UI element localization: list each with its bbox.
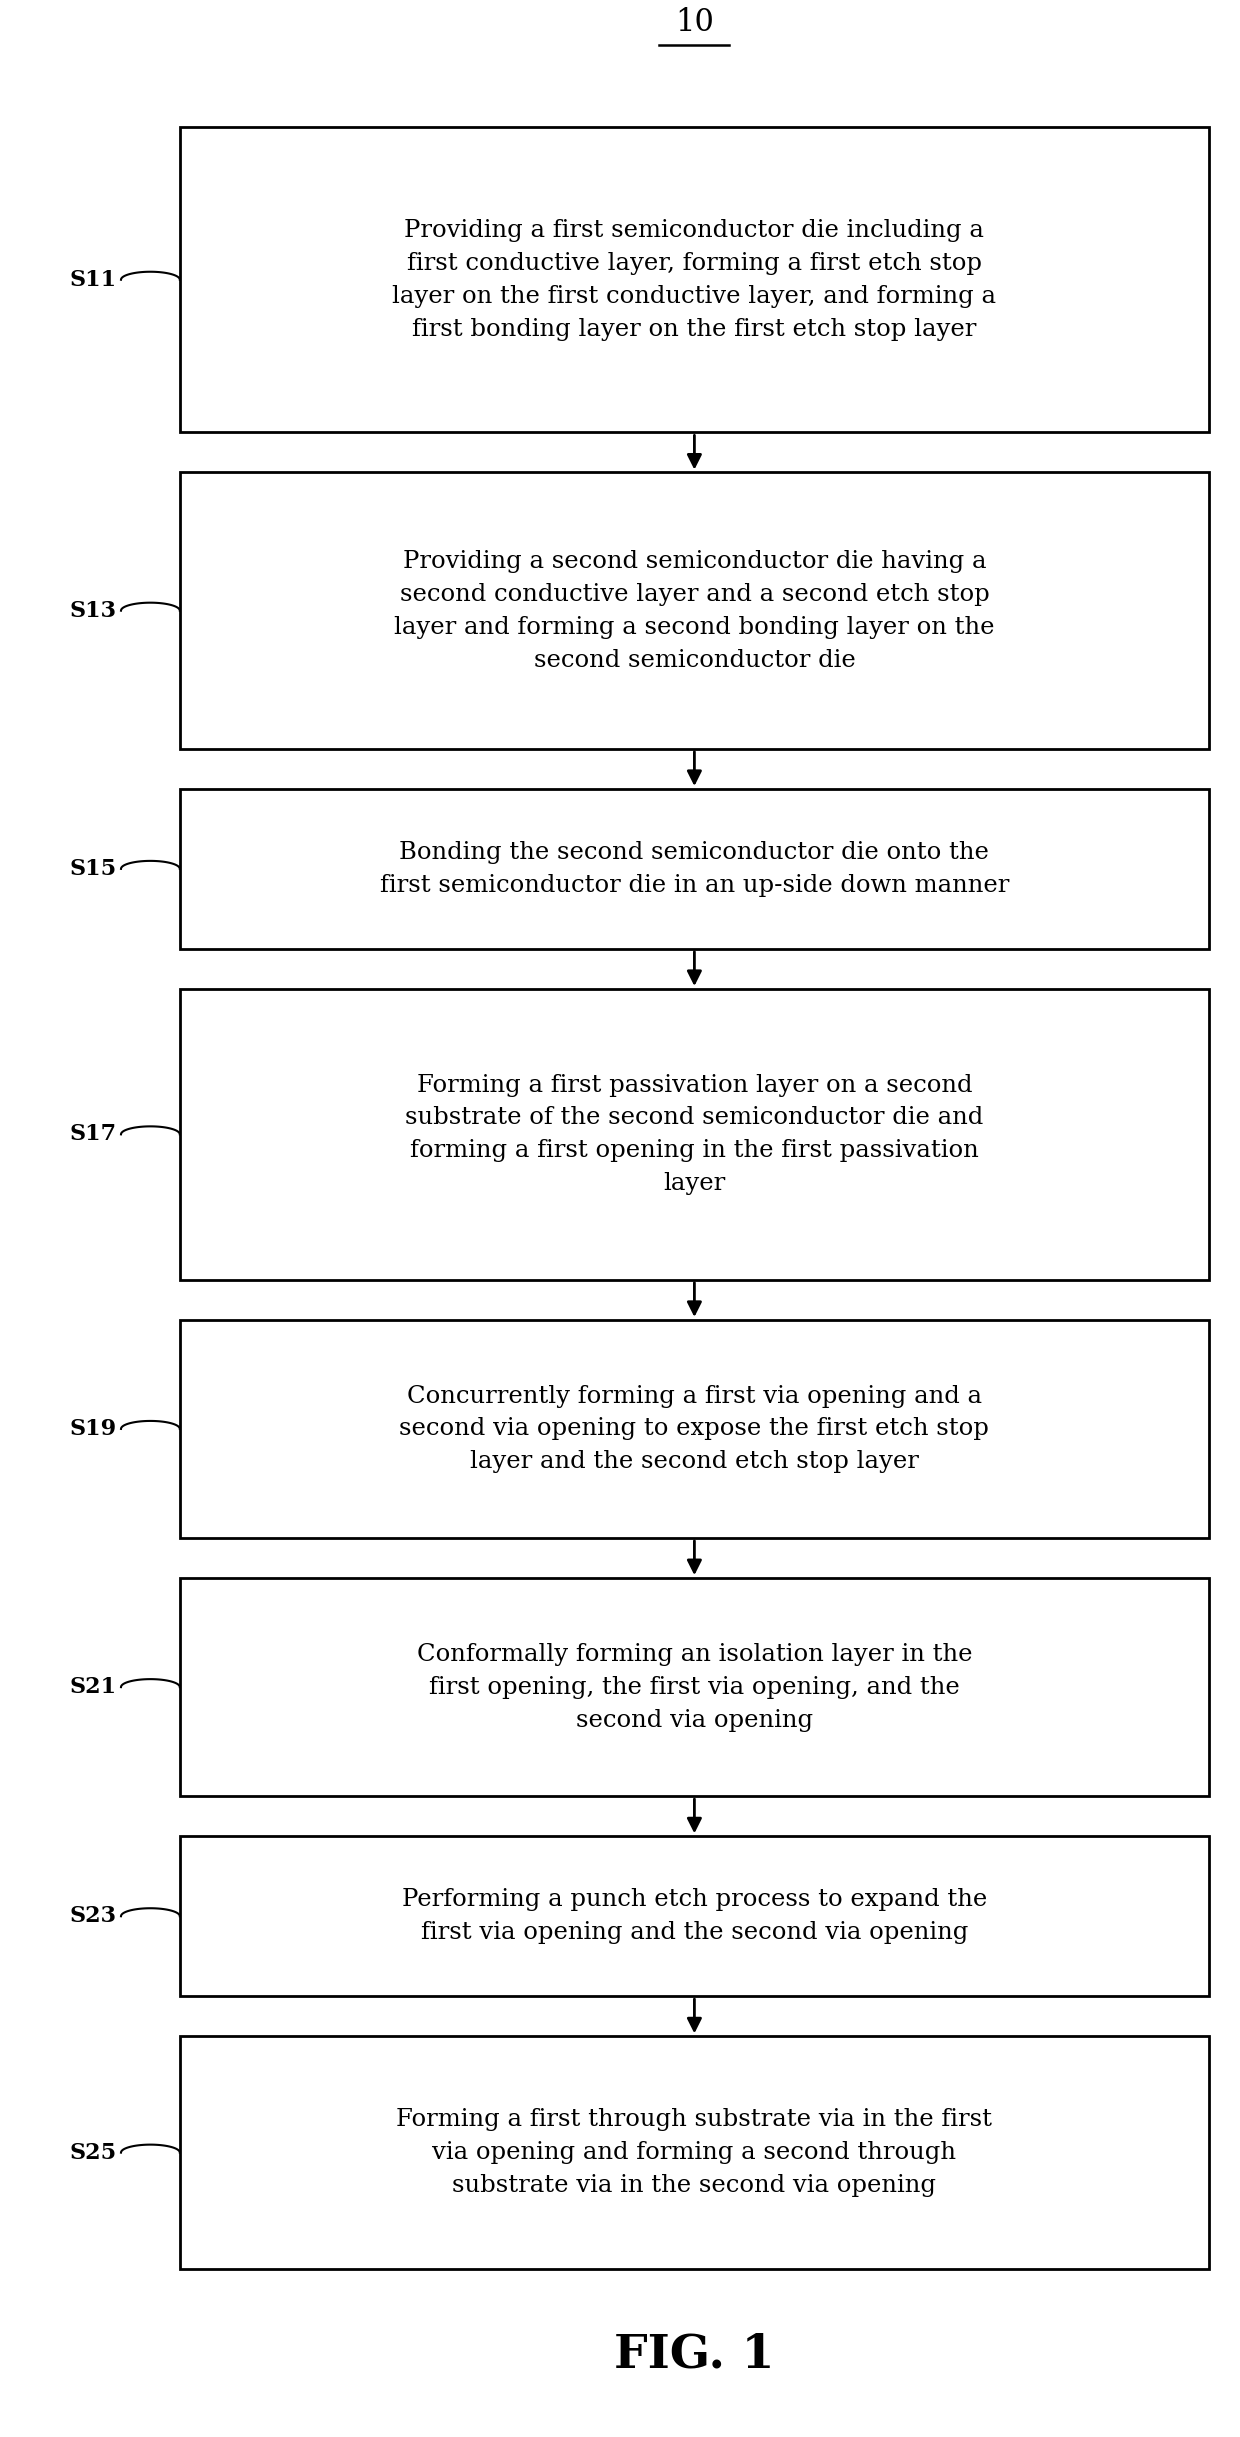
Text: Performing a punch etch process to expand the
first via opening and the second v: Performing a punch etch process to expan… [402,1889,987,1945]
Text: Providing a first semiconductor die including a
first conductive layer, forming : Providing a first semiconductor die incl… [392,219,997,341]
Text: Forming a first through substrate via in the first
via opening and forming a sec: Forming a first through substrate via in… [397,2108,992,2198]
Text: Concurrently forming a first via opening and a
second via opening to expose the : Concurrently forming a first via opening… [399,1384,990,1474]
Text: S15: S15 [69,858,117,880]
Text: S19: S19 [69,1418,117,1440]
Text: Forming a first passivation layer on a second
substrate of the second semiconduc: Forming a first passivation layer on a s… [405,1075,983,1194]
Text: 10: 10 [675,7,714,39]
Text: Conformally forming an isolation layer in the
first opening, the first via openi: Conformally forming an isolation layer i… [417,1643,972,1733]
Text: S17: S17 [69,1123,117,1145]
Bar [180,989,1209,1279]
Text: S25: S25 [69,2142,117,2164]
Bar [180,790,1209,948]
Text: Bonding the second semiconductor die onto the
first semiconductor die in an up-s: Bonding the second semiconductor die ont… [379,841,1009,897]
Bar [180,2037,1209,2269]
Bar [180,127,1209,431]
Bar [180,473,1209,748]
Bar [180,1321,1209,1538]
Text: S11: S11 [69,268,117,290]
Bar [180,1835,1209,1996]
Text: S13: S13 [69,600,117,621]
Text: Providing a second semiconductor die having a
second conductive layer and a seco: Providing a second semiconductor die hav… [394,551,994,673]
Text: S21: S21 [69,1677,117,1699]
Text: FIG. 1: FIG. 1 [614,2332,775,2379]
Text: S23: S23 [69,1906,117,1928]
Bar [180,1579,1209,1796]
